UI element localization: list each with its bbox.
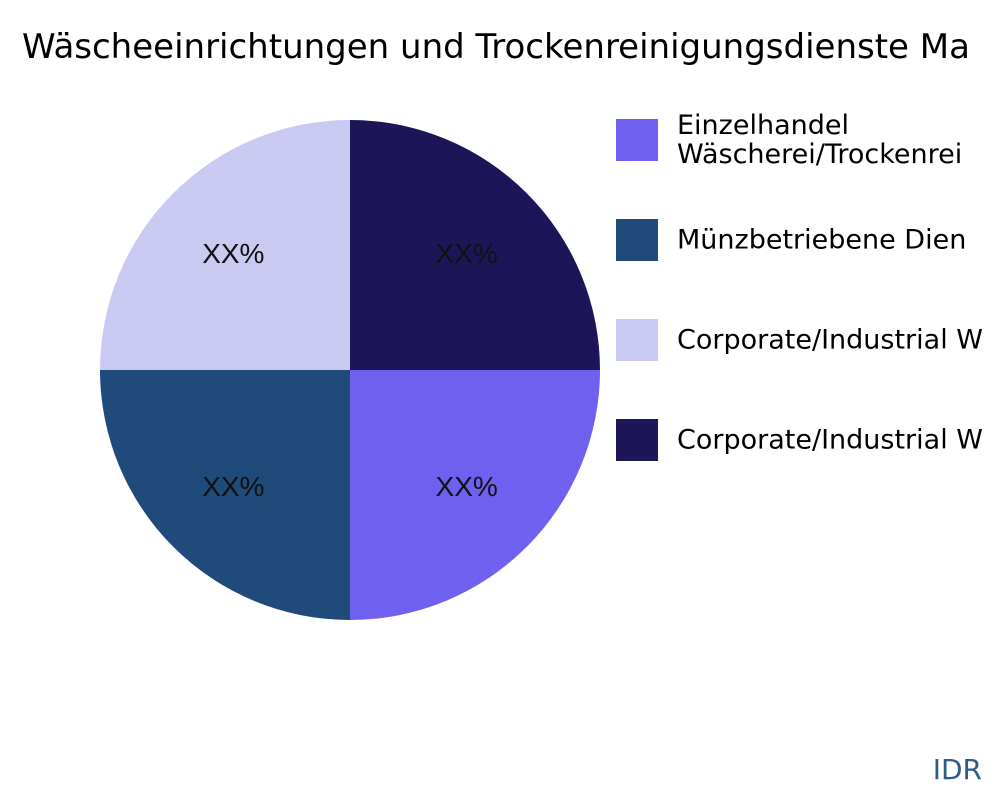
legend-swatch-1: [616, 219, 658, 261]
slice-label-2: XX%: [202, 238, 264, 269]
chart-title: Wäscheeinrichtungen und Trockenreinigung…: [22, 27, 970, 67]
legend-label-0: Einzelhandel Wäscherei/Trockenrei: [677, 110, 963, 170]
legend-label-1: Münzbetriebene Dien: [677, 224, 967, 256]
legend-swatch-3: [616, 419, 658, 461]
legend-label-2: Corporate/Industrial W: [677, 324, 983, 356]
legend-label-3: Corporate/Industrial W: [677, 424, 983, 456]
legend-swatch-2: [616, 319, 658, 361]
pie-slice-3: [350, 120, 600, 370]
pie-slice-1: [100, 370, 350, 620]
slice-label-3: XX%: [436, 238, 498, 269]
slice-label-0: XX%: [436, 471, 498, 502]
slice-label-1: XX%: [202, 471, 264, 502]
legend-swatch-0: [616, 119, 658, 161]
pie-slice-0: [350, 370, 600, 620]
watermark-logo: IDR: [932, 753, 982, 786]
pie-slice-2: [100, 120, 350, 370]
